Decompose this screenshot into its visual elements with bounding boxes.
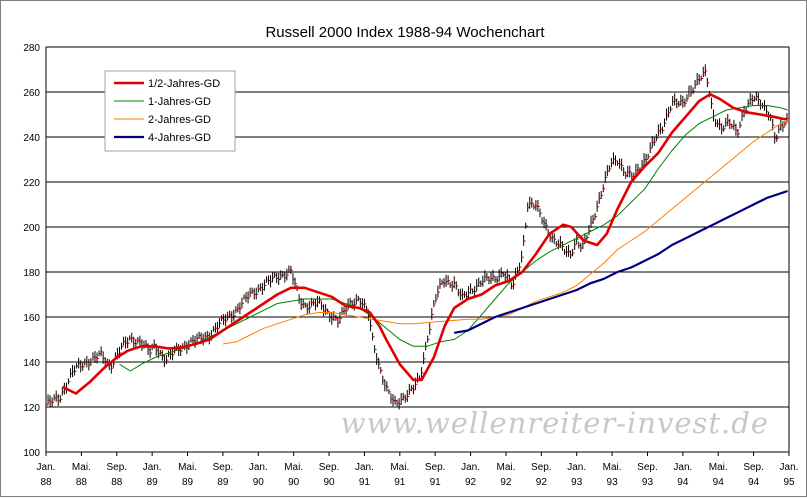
y-axis: 100 120 140 160 180 200 220 240 260 280: [23, 43, 40, 459]
x-tick-label-month: Jan.: [673, 462, 692, 473]
x-tick-label-year: 88: [40, 477, 52, 488]
x-tick-label-month: Sep.: [106, 462, 127, 473]
y-tick-label: 280: [23, 43, 40, 54]
series-line-3: [454, 189, 788, 334]
x-tick-label-month: Jan.: [780, 462, 799, 473]
x-axis: Jan. 88 Mai. 88 Sep. 88 Jan. 89 Mai. 89 Sep. 89 Jan.…: [37, 452, 799, 488]
x-tick-label-month: Jan.: [567, 462, 586, 473]
x-tick-label-year: 93: [607, 477, 619, 488]
x-tick-label-month: Jan.: [249, 462, 268, 473]
y-tick-label: 220: [23, 178, 40, 189]
x-tick-label-year: 88: [111, 477, 123, 488]
grid: [46, 91, 789, 408]
y-tick-label: 200: [23, 223, 40, 234]
legend-label-2: 2-Jahres-GD: [148, 114, 211, 126]
legend-label-1: 1-Jahres-GD: [148, 96, 211, 108]
x-tick-label-month: Sep.: [531, 462, 552, 473]
y-tick-label: 180: [23, 268, 40, 279]
y-tick-label: 240: [23, 133, 40, 144]
x-tick-label-year: 93: [642, 477, 654, 488]
x-tick-label-year: 95: [783, 477, 795, 488]
x-tick-label-month: Mai.: [284, 462, 303, 473]
x-tick-label-year: 94: [677, 477, 689, 488]
x-tick-label-year: 90: [288, 477, 300, 488]
x-tick-label-year: 89: [217, 477, 229, 488]
x-tick-label-year: 88: [76, 477, 88, 488]
x-tick-label-month: Mai.: [72, 462, 91, 473]
x-tick-label-year: 91: [359, 477, 371, 488]
chart-title: Russell 2000 Index 1988-94 Wochenchart: [265, 24, 545, 41]
legend-label-3: 4-Jahres-GD: [148, 132, 211, 144]
x-tick-label-month: Jan.: [143, 462, 162, 473]
y-tick-label: 160: [23, 313, 40, 324]
x-tick-label-month: Mai.: [709, 462, 728, 473]
x-tick-label-month: Mai.: [603, 462, 622, 473]
x-tick-label-year: 93: [571, 477, 583, 488]
x-tick-label-year: 89: [147, 477, 159, 488]
legend: 1/2-Jahres-GD 1-Jahres-GD 2-Jahres-GD 4-Jah…: [104, 70, 236, 152]
x-tick-label-month: Mai.: [178, 462, 197, 473]
x-tick-label-year: 94: [713, 477, 725, 488]
x-tick-label-year: 90: [253, 477, 265, 488]
series-line-0: [61, 93, 788, 395]
y-tick-label: 120: [23, 403, 40, 414]
x-tick-label-year: 92: [465, 477, 477, 488]
legend-label-0: 1/2-Jahres-GD: [148, 78, 220, 90]
x-tick-label-month: Sep.: [213, 462, 234, 473]
x-tick-label-year: 92: [500, 477, 512, 488]
series-line-2: [222, 120, 788, 345]
series-lines: [61, 93, 788, 395]
x-tick-label-month: Sep.: [319, 462, 340, 473]
x-tick-label-month: Sep.: [425, 462, 446, 473]
x-tick-label-year: 89: [182, 477, 194, 488]
x-tick-label-month: Jan.: [461, 462, 480, 473]
x-tick-label-month: Sep.: [743, 462, 764, 473]
x-tick-label-month: Mai.: [496, 462, 515, 473]
x-tick-label-month: Jan.: [37, 462, 56, 473]
y-tick-label: 260: [23, 88, 40, 99]
x-tick-label-year: 91: [430, 477, 442, 488]
watermark-text: www.wellenreiter-invest.de: [341, 406, 769, 440]
x-tick-label-year: 92: [536, 477, 548, 488]
x-tick-label-year: 94: [748, 477, 760, 488]
x-tick-label-month: Sep.: [637, 462, 658, 473]
x-tick-label-year: 90: [323, 477, 335, 488]
x-tick-label-month: Jan.: [355, 462, 374, 473]
y-tick-label: 140: [23, 358, 40, 369]
x-tick-label-month: Mai.: [390, 462, 409, 473]
x-tick-label-year: 91: [394, 477, 406, 488]
y-tick-label: 100: [23, 448, 40, 459]
